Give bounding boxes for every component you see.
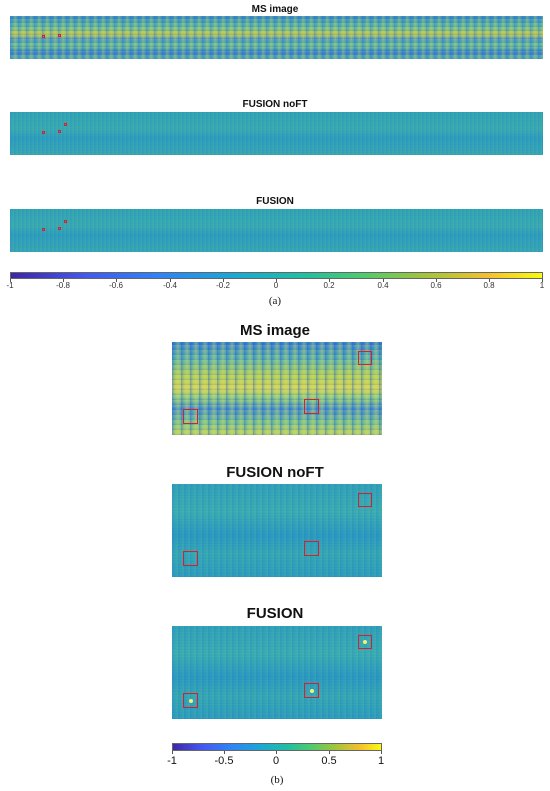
tick <box>329 751 330 754</box>
tick-label: 1 <box>377 755 385 767</box>
tick <box>170 279 171 282</box>
marker-box <box>358 635 372 649</box>
marker <box>42 35 45 38</box>
marker-box <box>183 551 198 566</box>
hotspot <box>189 699 193 703</box>
panel-a-colorbar <box>10 272 543 279</box>
tick-label: -0.2 <box>216 281 230 290</box>
tick <box>383 279 384 282</box>
tick-label: -0.8 <box>56 281 70 290</box>
tick <box>223 279 224 282</box>
panel-a-fusion-title: FUSION <box>256 196 294 207</box>
panel-a-ms-title: MS image <box>251 4 299 15</box>
tick-label: -1 <box>6 281 14 290</box>
panel-a-colorbar-ticks: -1 -0.8 -0.6 -0.4 -0.2 0 0.2 0.4 0.6 0.8… <box>6 279 545 293</box>
marker <box>42 131 45 134</box>
panel-b-colorbar-ticks: -1 -0.5 0 0.5 1 <box>167 751 385 769</box>
marker-box <box>304 399 319 414</box>
marker-box <box>358 493 372 507</box>
marker <box>58 34 61 37</box>
panel-b-fusion-noft-title: FUSION noFT <box>226 464 324 481</box>
tick <box>436 279 437 282</box>
hotspot <box>363 640 367 644</box>
tick <box>276 751 277 754</box>
tick-label: -0.5 <box>214 755 234 767</box>
tick <box>116 279 117 282</box>
tick <box>276 279 277 282</box>
panel-b-fusion-noft-map <box>172 484 382 577</box>
panel-a-ms-map <box>10 16 543 59</box>
tick <box>63 279 64 282</box>
panel-b-colorbar <box>172 743 382 751</box>
panel-a-fusion-map <box>10 209 543 252</box>
panel-a-fusion-noft-map <box>10 112 543 155</box>
tick <box>172 751 173 754</box>
marker-box <box>183 409 198 424</box>
tick-label: 0.4 <box>377 281 389 290</box>
tick-label: -0.6 <box>109 281 123 290</box>
tick-label: -0.4 <box>163 281 177 290</box>
panel-b-ms-title: MS image <box>239 322 311 339</box>
tick-label: 0.5 <box>321 755 337 767</box>
panel-b-fusion-title: FUSION <box>246 605 304 622</box>
tick-label: 0.8 <box>483 281 495 290</box>
tick <box>489 279 490 282</box>
marker-box <box>358 351 372 365</box>
tick-label: 0 <box>272 755 280 767</box>
tick <box>10 279 11 282</box>
panel-b-fusion-map <box>172 626 382 719</box>
tick-label: -1 <box>167 755 177 767</box>
marker <box>58 227 61 230</box>
marker-box <box>304 683 319 698</box>
tick <box>381 751 382 754</box>
tick <box>224 751 225 754</box>
tick <box>329 279 330 282</box>
tick-label: 1 <box>539 281 545 290</box>
tick <box>542 279 543 282</box>
marker <box>42 228 45 231</box>
marker-box <box>183 693 198 708</box>
marker <box>64 220 67 223</box>
panel-b-ms-map <box>172 342 382 435</box>
hotspot <box>310 689 314 693</box>
panel-a-fusion-noft-title: FUSION noFT <box>242 99 308 110</box>
marker <box>58 130 61 133</box>
tick-label: 0.2 <box>323 281 335 290</box>
panel-b-label: (b) <box>270 774 284 786</box>
tick-label: 0.6 <box>430 281 442 290</box>
tick-label: 0 <box>273 281 279 290</box>
marker <box>64 123 67 126</box>
marker-box <box>304 541 319 556</box>
panel-a-label: (a) <box>268 295 282 307</box>
